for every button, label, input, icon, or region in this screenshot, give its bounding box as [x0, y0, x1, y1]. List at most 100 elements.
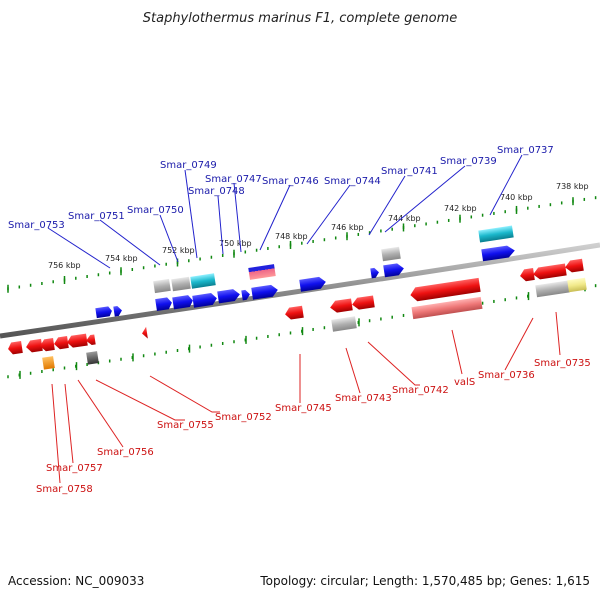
feature-red-0757: [26, 338, 43, 353]
reverse-gene-labels: Smar_0758 Smar_0757 Smar_0756 Smar_0755 …: [36, 358, 591, 495]
feature-red-0736: [533, 263, 567, 280]
leader-smar-0736: [504, 317, 534, 371]
label-smar-0739: Smar_0739: [440, 156, 497, 167]
leader-smar-0757: [64, 383, 74, 464]
leader-smar-0756: [77, 379, 124, 448]
feature-red-0755: [67, 333, 88, 348]
feature-cyan-0749: [190, 273, 216, 289]
leader-smar-0750: [159, 214, 179, 263]
label-smar-0743: Smar_0743: [335, 393, 392, 404]
genome-backbone: [0, 242, 600, 339]
feature-rna-0736: [535, 280, 570, 298]
tick-label-748kbp: 748 kbp: [275, 232, 308, 241]
leader-smar-0742: [367, 341, 420, 386]
feature-red-0755b: [54, 336, 69, 350]
label-smar-0736: Smar_0736: [478, 370, 535, 381]
feature-pink-vals: [411, 296, 483, 320]
feature-blue-0747b: [241, 289, 250, 301]
tick-label-756kbp: 756 kbp: [48, 261, 81, 270]
feature-red-vals: [410, 277, 481, 302]
label-vals: valS: [454, 377, 475, 388]
leader-smar-0746: [259, 184, 291, 251]
reverse-leader-lines: [51, 311, 561, 484]
feature-blue-0753b: [113, 306, 122, 317]
label-smar-0757: Smar_0757: [46, 463, 103, 474]
feature-yellow-0735: [567, 277, 587, 293]
leader-smar-0743: [345, 347, 361, 394]
tick-label-742kbp: 742 kbp: [444, 204, 477, 213]
bottom-ruler-ticks: [19, 283, 586, 379]
feature-rna-0751: [153, 278, 171, 294]
label-smar-0741: Smar_0741: [381, 166, 438, 177]
accession-text: Accession: NC_009033: [8, 574, 145, 588]
label-smar-0742: Smar_0742: [392, 385, 449, 396]
leader-vals: [451, 329, 463, 375]
forward-features: [95, 225, 515, 319]
leader-smar-0737: [489, 154, 523, 216]
leader-smar-0748: [217, 195, 224, 255]
feature-cyan-0737: [478, 225, 514, 243]
leader-smar-0753: [47, 227, 111, 269]
feature-red-0735: [565, 258, 584, 273]
label-smar-0747: Smar_0747: [205, 174, 262, 185]
label-smar-0752: Smar_0752: [215, 412, 272, 423]
label-smar-0735: Smar_0735: [534, 358, 591, 369]
feature-red-0752b: [86, 334, 96, 345]
feature-dark-0756: [86, 351, 99, 365]
label-smar-0751: Smar_0751: [68, 211, 125, 222]
reverse-features: [8, 258, 587, 370]
leader-smar-0739: [384, 165, 466, 233]
leader-smar-0752: [149, 375, 220, 413]
label-smar-0750: Smar_0750: [127, 205, 184, 216]
feature-rna-0741: [381, 246, 401, 262]
label-smar-0744: Smar_0744: [324, 176, 381, 187]
feature-blue-0747: [251, 284, 278, 300]
topology-text: Topology: circular; Length: 1,570,485 bp…: [260, 574, 590, 588]
feature-rna-0743: [331, 316, 357, 332]
leader-smar-0747: [233, 182, 242, 253]
tick-label-746kbp: 746 kbp: [331, 223, 364, 232]
leader-smar-0741: [368, 175, 406, 236]
label-smar-0758: Smar_0758: [36, 484, 93, 495]
feature-red-0745: [285, 305, 304, 320]
feature-blue-0744: [299, 276, 326, 292]
leader-smar-0751: [99, 219, 161, 266]
forward-leader-lines: [47, 154, 523, 269]
label-smar-0737: Smar_0737: [497, 145, 554, 156]
label-smar-0756: Smar_0756: [97, 447, 154, 458]
feature-strip-0746: [248, 264, 276, 280]
feature-red-0736b: [520, 268, 535, 282]
feature-rna-0750: [171, 276, 191, 292]
tick-label-744kbp: 744 kbp: [388, 214, 421, 223]
map-title: Staphylothermus marinus F1, complete gen…: [143, 11, 458, 26]
tick-label-738kbp: 738 kbp: [556, 182, 589, 191]
leader-smar-0735: [555, 311, 561, 356]
leader-smar-0749: [184, 169, 198, 259]
label-smar-0753: Smar_0753: [8, 220, 65, 231]
label-smar-0745: Smar_0745: [275, 403, 332, 414]
tick-label-752kbp: 752 kbp: [162, 246, 195, 255]
feature-red-0743b: [352, 295, 375, 310]
feature-blue-0737: [481, 245, 515, 262]
tick-label-740kbp: 740 kbp: [500, 193, 533, 202]
label-smar-0746: Smar_0746: [262, 176, 319, 187]
feature-red-0756: [40, 338, 55, 352]
tick-label-750kbp: 750 kbp: [219, 239, 252, 248]
tick-label-754kbp: 754 kbp: [105, 254, 138, 263]
feature-blue-0739: [383, 263, 404, 278]
feature-red-small: [142, 326, 148, 339]
feature-blue-0751: [155, 297, 172, 311]
feature-orange-0757: [42, 356, 55, 370]
feature-blue-0741: [370, 267, 379, 279]
leader-smar-0755: [95, 379, 185, 421]
leader-smar-0744: [306, 184, 351, 245]
feature-blue-0749: [192, 293, 217, 308]
label-smar-0749: Smar_0749: [160, 160, 217, 171]
label-smar-0748: Smar_0748: [188, 186, 245, 197]
feature-blue-0748: [217, 289, 240, 304]
label-smar-0755: Smar_0755: [157, 420, 214, 431]
feature-blue-0750: [172, 295, 193, 310]
feature-red-0758: [8, 341, 23, 355]
scale-ruler-top: 756 kbp 754 kbp 752 kbp 750 kbp 748 kbp …: [7, 182, 597, 293]
